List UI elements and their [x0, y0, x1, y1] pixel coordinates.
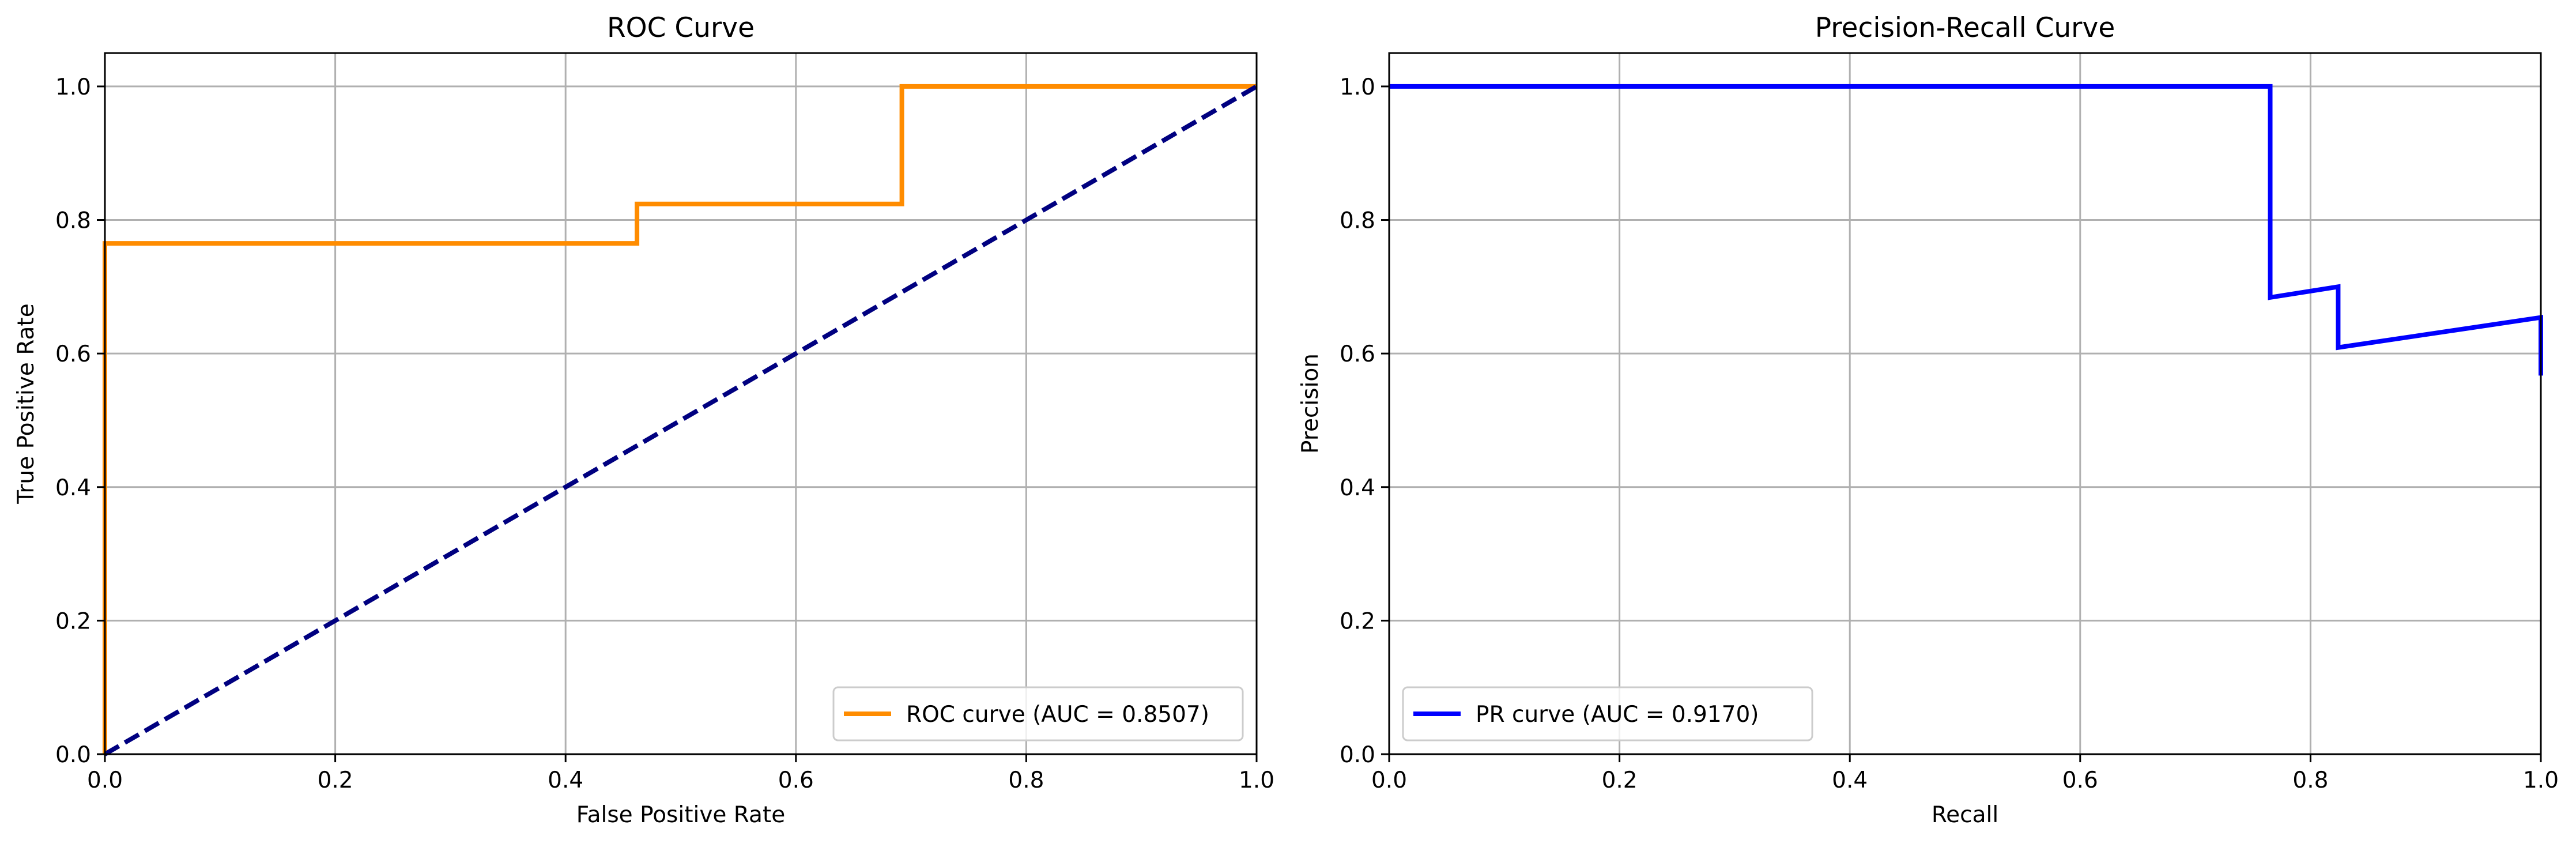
pr-y-tick-label: 0.6	[1340, 341, 1375, 367]
pr-y-axis-label: Precision	[1298, 353, 1323, 454]
roc-legend-box	[832, 686, 1244, 741]
pr-y-tick-label: 0.8	[1340, 208, 1375, 234]
pr-x-tick-label: 1.0	[2523, 767, 2559, 793]
pr-x-tick-label: 0.4	[1832, 767, 1868, 793]
pr-legend-label: PR curve (AUC = 0.9170)	[1476, 702, 1759, 728]
pr-y-tick-label: 1.0	[1340, 74, 1375, 100]
roc-y-tick-label: 0.2	[55, 608, 91, 634]
roc-legend-label: ROC curve (AUC = 0.8507)	[906, 702, 1209, 728]
pr-x-tick-label: 0.6	[2062, 767, 2098, 793]
roc-y-axis-label: True Positive Rate	[13, 303, 39, 504]
pr-y-tick-label: 0.4	[1340, 475, 1375, 501]
roc-x-tick-label: 0.6	[778, 767, 814, 793]
roc-x-tick-label: 0.2	[318, 767, 353, 793]
pr-chart-panel: 0.0 0.2 0.4 0.6 0.8 1.0 0.0 0.2 0.4 0.6 0.8 1.0 Pre…	[1298, 12, 2559, 828]
roc-x-tick-label: 0.4	[548, 767, 583, 793]
roc-x-tick-label: 0.0	[87, 767, 123, 793]
roc-x-tick-label: 0.8	[1008, 767, 1044, 793]
pr-y-tick-label: 0.0	[1340, 742, 1375, 768]
roc-chart-panel: 0.0 0.2 0.4 0.6 0.8 1.0 0.0 0.2 0.4 0.6 0.8 1.0 ROC…	[13, 12, 1274, 828]
roc-x-axis-label: False Positive Rate	[576, 802, 785, 828]
roc-y-tick-label: 1.0	[55, 74, 91, 100]
pr-legend: PR curve (AUC = 0.9170)	[1402, 686, 1813, 741]
pr-axes-frame	[1388, 52, 2542, 755]
roc-y-tick-label: 0.6	[55, 341, 91, 367]
roc-series-line-1	[103, 84, 1258, 756]
roc-chart-title: ROC Curve	[607, 12, 755, 44]
pr-x-tick-label: 0.2	[1602, 767, 1638, 793]
pr-legend-box	[1402, 686, 1813, 741]
pr-ticks: 0.0 0.2 0.4 0.6 0.8 1.0 0.0 0.2 0.4 0.6 0.8 1.0	[1340, 74, 2559, 793]
pr-x-axis-label: Recall	[1932, 802, 1998, 828]
pr-x-tick-label: 0.8	[2292, 767, 2328, 793]
pr-chart-title: Precision-Recall Curve	[1815, 12, 2115, 44]
roc-y-tick-label: 0.0	[55, 742, 91, 768]
pr-y-tick-label: 0.2	[1340, 608, 1375, 634]
roc-y-tick-label: 0.4	[55, 475, 91, 501]
roc-y-tick-label: 0.8	[55, 208, 91, 234]
roc-ticks: 0.0 0.2 0.4 0.6 0.8 1.0 0.0 0.2 0.4 0.6 0.8 1.0	[55, 74, 1274, 793]
roc-legend: ROC curve (AUC = 0.8507)	[832, 686, 1244, 741]
pr-x-tick-label: 0.0	[1371, 767, 1407, 793]
roc-x-tick-label: 1.0	[1239, 767, 1274, 793]
roc-axes-frame	[104, 52, 1258, 755]
